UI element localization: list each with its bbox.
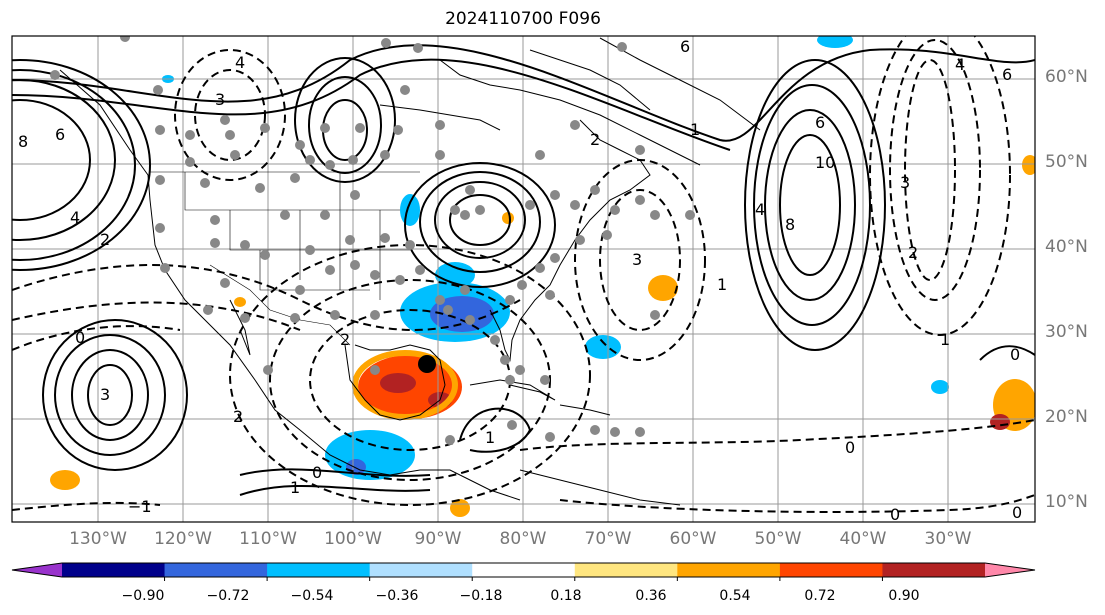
contour-label: 4 [235,53,245,72]
colorbar-tick-label: −0.54 [290,588,334,604]
colorbar-segment [574,563,678,577]
colorbar-tick-label: −0.36 [375,588,419,604]
contour-label: 1 [290,478,300,497]
contour-label: 6 [680,37,690,56]
contour-label: 4 [955,55,965,74]
lat-label: 40°N [1045,237,1088,257]
contour-label: 1 [485,428,495,447]
contour-label: 3 [900,173,910,192]
map-frame [11,35,1036,523]
anomaly-fills [50,36,1035,517]
contour-label: 1 [690,120,700,139]
lon-label: 70°W [584,529,632,549]
lon-label: 120°W [154,529,212,549]
graticule [12,36,1035,522]
lon-label: 80°W [499,529,547,549]
colorbar-tick-label: −0.18 [459,588,503,604]
lat-label: 60°N [1045,67,1088,87]
lon-label: 110°W [239,529,297,549]
colorbar-segment [369,563,473,577]
contour-label: 8 [18,132,28,151]
contour-label: 0 [1012,503,1022,522]
contour-label: 0 [1010,345,1020,364]
colorbar-extend-high [985,563,1035,577]
lon-label: 130°W [69,529,127,549]
contour-label: 4 [70,208,80,227]
colorbar-tick-label: 0.36 [635,588,667,604]
lat-label: 50°N [1045,152,1088,172]
lon-label: 90°W [414,529,462,549]
lat-label: 30°N [1045,322,1088,342]
colorbar-tick-label: −0.72 [206,588,250,604]
contour-label: 0 [845,438,855,457]
contour-label: 2 [233,407,243,426]
storm-center-marker [418,355,436,373]
contour-label: 2 [908,243,918,262]
contour-label: 0 [890,505,900,524]
contour-label: 6 [55,125,65,144]
contour-label: 3 [215,90,225,109]
lat-label: 10°N [1045,492,1088,512]
colorbar-tick-label: −0.90 [121,588,165,604]
contour-label: 3 [632,250,642,269]
colorbar-tick-label: 0.54 [719,588,751,604]
contour-label: 0 [75,328,85,347]
colorbar-segment [267,563,371,577]
contour-label: 2 [100,230,110,249]
lon-label: 50°W [754,529,802,549]
colorbar-segment [472,563,576,577]
colorbar-segment [677,563,781,577]
colorbar-extend-low [12,563,62,577]
colorbar-tick-label: 0.90 [888,588,920,604]
colorbar-tick-label: 0.72 [804,588,836,604]
colorbar-segment [779,563,883,577]
station-dots [50,36,695,445]
colorbar-segment [164,563,268,577]
lat-label: 20°N [1045,407,1088,427]
contour-label: 3 [100,385,110,404]
lon-label: 60°W [669,529,717,549]
lon-label: 100°W [324,529,382,549]
contour-label: 6 [815,113,825,132]
contour-label: −1 [128,497,152,516]
contour-label: 1 [717,275,727,294]
colorbar-tick-label: 0.18 [550,588,582,604]
contour-label: 2 [340,330,350,349]
solid-contours [12,44,1035,496]
contour-label: 1 [940,330,950,349]
contour-labels: 8 6 4 2 0 −1 3 2 1 2 0 3 4 6 1 10 8 6 4 … [18,37,1022,524]
contour-label: 0 [312,463,322,482]
contour-label: 2 [590,130,600,149]
colorbar-outline [11,562,1036,578]
colorbar-segment [882,563,986,577]
map-title: 2024110700 F096 [445,9,601,29]
contour-label: 4 [755,200,765,219]
contour-label: 8 [785,215,795,234]
contour-label: 6 [1002,65,1012,84]
lon-label: 40°W [839,529,887,549]
colorbar [11,562,1036,581]
colorbar-segment [62,563,166,577]
lon-label: 30°W [924,529,972,549]
borders [150,171,420,346]
contour-label: 10 [815,153,835,172]
